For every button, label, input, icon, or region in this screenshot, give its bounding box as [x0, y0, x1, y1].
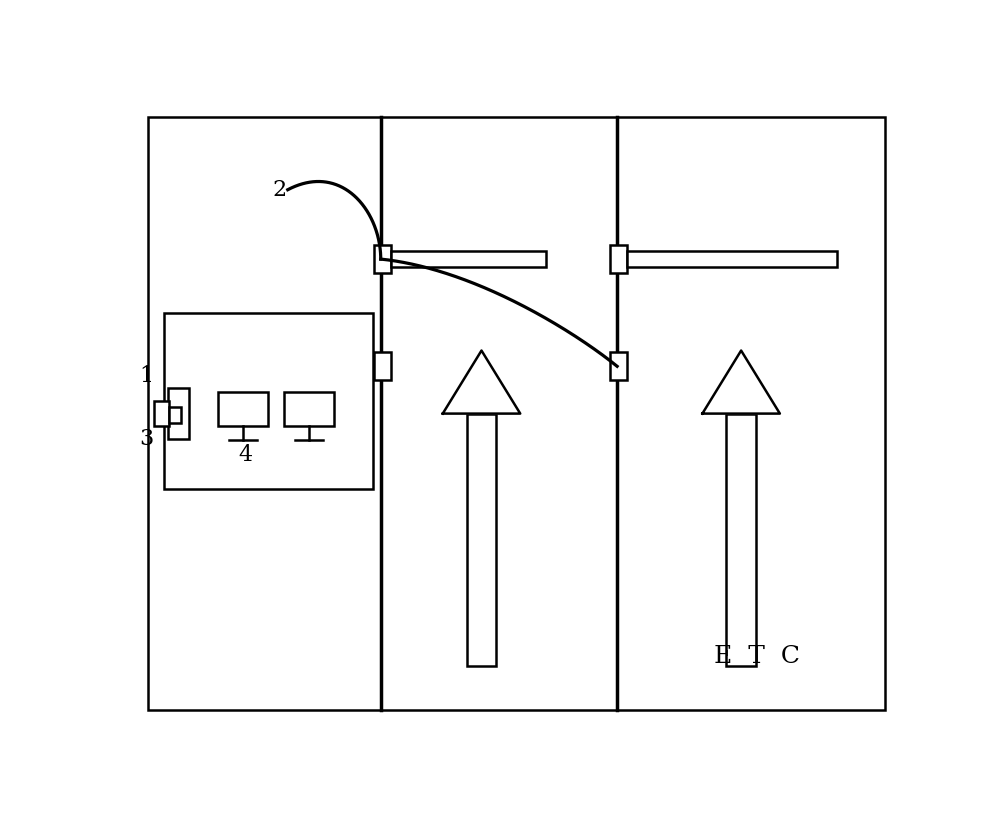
- Text: E  T  C: E T C: [714, 645, 800, 667]
- Bar: [164, 313, 373, 489]
- Bar: [154, 401, 169, 426]
- Bar: [610, 245, 627, 274]
- Bar: [284, 391, 334, 426]
- Bar: [391, 251, 546, 267]
- Bar: [374, 245, 391, 274]
- Bar: [467, 414, 496, 666]
- Text: 2: 2: [273, 179, 287, 201]
- Text: 3: 3: [139, 428, 153, 450]
- Bar: [726, 414, 756, 666]
- Bar: [168, 388, 189, 439]
- Bar: [610, 352, 627, 381]
- Text: 4: 4: [238, 444, 252, 465]
- Bar: [374, 352, 391, 381]
- Bar: [169, 407, 181, 423]
- Polygon shape: [702, 351, 780, 414]
- Polygon shape: [443, 351, 520, 414]
- Bar: [218, 391, 268, 426]
- Bar: [627, 251, 837, 267]
- Text: 1: 1: [139, 364, 153, 387]
